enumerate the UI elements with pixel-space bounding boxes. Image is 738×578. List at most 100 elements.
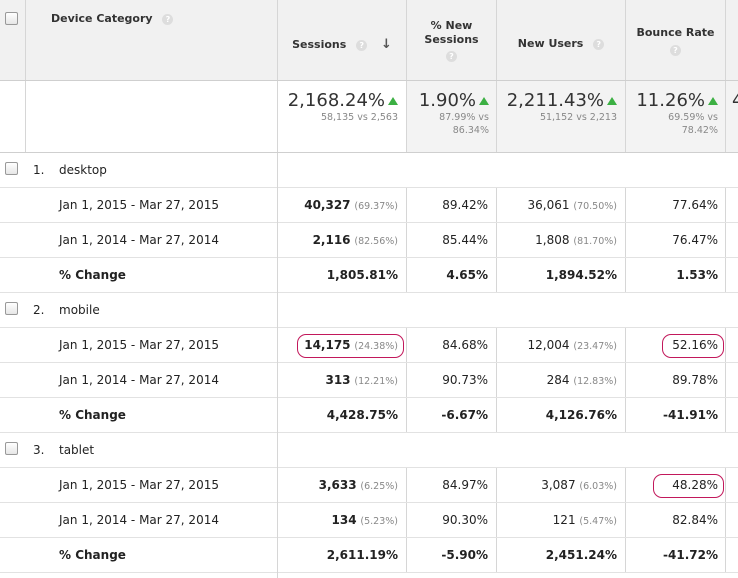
summary-new-users: 2,211.43% 51,152 vs 2,213: [497, 90, 617, 124]
pct-new-sessions-cell: -5.90%: [441, 548, 488, 562]
row-checkbox[interactable]: [5, 302, 18, 315]
summary-sessions: 2,168.24% 58,135 vs 2,563: [278, 90, 398, 124]
up-arrow-icon: [479, 97, 489, 105]
new-users-value: 1,808: [535, 233, 570, 247]
column-divider: [496, 0, 497, 153]
sessions-share: (69.37%): [354, 201, 398, 212]
column-divider: [625, 188, 626, 223]
row-label: % Change: [59, 548, 126, 562]
summary-pct-new-sessions-detail2: 86.34%: [452, 125, 489, 136]
header-new-users[interactable]: New Users ?: [497, 37, 625, 50]
help-icon[interactable]: ?: [356, 40, 368, 51]
group-index: 2.: [33, 303, 45, 317]
header-device-category[interactable]: Device Category ?: [51, 12, 174, 25]
group-name-link[interactable]: mobile: [59, 303, 100, 317]
row-divider: [0, 502, 738, 503]
up-arrow-icon: [388, 97, 398, 105]
row-divider: [0, 432, 738, 433]
help-icon[interactable]: ?: [162, 14, 174, 25]
new-users-share: (70.50%): [573, 201, 617, 212]
summary-bounce-rate: 11.26% 69.59% vs 78.42%: [626, 90, 718, 137]
summary-new-users-value: 2,211.43%: [506, 90, 604, 111]
bounce-rate-cell: 77.64%: [672, 198, 718, 212]
header-device-category-label: Device Category: [51, 12, 153, 25]
row-label: Jan 1, 2014 - Mar 27, 2014: [59, 373, 219, 387]
help-icon[interactable]: ?: [670, 45, 681, 56]
column-divider: [725, 398, 726, 433]
bounce-rate-cell: 82.84%: [672, 513, 718, 527]
sessions-share: (82.56%): [354, 236, 398, 247]
sessions-value: 3,633: [318, 478, 357, 492]
header-new-users-label: New Users: [517, 37, 584, 50]
bounce-rate-cell: 89.78%: [672, 373, 718, 387]
column-divider: [406, 328, 407, 363]
sessions-value: 2,116: [312, 233, 351, 247]
new-users-cell: 121 (5.47%): [553, 513, 617, 527]
new-users-cell: 12,004 (23.47%): [528, 338, 617, 352]
summary-pct-new-sessions: 1.90% 87.99% vs 86.34%: [407, 90, 489, 137]
highlight-circle: [297, 334, 404, 358]
help-icon[interactable]: ?: [446, 51, 457, 62]
row-divider: [0, 362, 738, 363]
new-users-cell: 4,126.76%: [546, 408, 617, 422]
group-name-link[interactable]: desktop: [59, 163, 107, 177]
sessions-cell: 2,611.19%: [327, 548, 398, 562]
column-divider: [406, 0, 407, 153]
row-divider: [0, 292, 738, 293]
sessions-cell: 134 (5.23%): [332, 513, 398, 527]
summary-sessions-detail: 58,135 vs 2,563: [320, 112, 398, 123]
row-checkbox[interactable]: [5, 162, 18, 175]
pct-new-sessions-cell: 4.65%: [446, 268, 488, 282]
header-pct-new-sessions-line2: Sessions: [424, 33, 479, 46]
pct-new-sessions-cell: 90.30%: [442, 513, 488, 527]
row-label: % Change: [59, 268, 126, 282]
sessions-value: 14,175: [304, 338, 351, 352]
new-users-cell: 1,894.52%: [546, 268, 617, 282]
new-users-value: 2,451.24%: [545, 548, 617, 562]
up-arrow-icon: [708, 97, 718, 105]
column-divider: [406, 503, 407, 538]
new-users-value: 121: [552, 513, 576, 527]
new-users-value: 4,126.76%: [545, 408, 617, 422]
sort-descending-icon[interactable]: ↓: [380, 37, 392, 52]
header-pct-new-sessions[interactable]: % New Sessions ?: [407, 19, 496, 63]
help-icon[interactable]: ?: [593, 39, 605, 50]
new-users-share: (12.83%): [573, 376, 617, 387]
highlight-circle: [662, 334, 724, 358]
header-sessions[interactable]: Sessions ? ↓: [278, 37, 406, 52]
new-users-cell: 284 (12.83%): [547, 373, 617, 387]
column-divider: [496, 503, 497, 538]
row-checkbox[interactable]: [5, 442, 18, 455]
bounce-rate-cell: -41.72%: [663, 548, 718, 562]
summary-next-column-partial: 4: [732, 90, 738, 111]
column-divider: [496, 258, 497, 293]
column-divider: [496, 363, 497, 398]
sessions-value: 1,805.81%: [326, 268, 398, 282]
row-divider: [0, 467, 738, 468]
new-users-share: (23.47%): [573, 341, 617, 352]
column-divider: [725, 0, 726, 153]
sessions-cell: 3,633 (6.25%): [319, 478, 398, 492]
table-header: [0, 0, 738, 80]
column-divider: [625, 398, 626, 433]
column-divider: [725, 503, 726, 538]
header-bounce-rate[interactable]: Bounce Rate ?: [626, 26, 725, 57]
header-pct-new-sessions-line1: % New: [430, 19, 473, 32]
row-divider: [0, 187, 738, 188]
header-divider: [0, 80, 738, 81]
summary-divider: [0, 152, 738, 153]
bounce-rate-cell: 1.53%: [676, 268, 718, 282]
column-divider: [725, 468, 726, 503]
select-all-checkbox[interactable]: [5, 12, 18, 25]
bounce-rate-cell: -41.91%: [663, 408, 718, 422]
column-divider: [725, 363, 726, 398]
sessions-value: 2,611.19%: [326, 548, 398, 562]
pct-new-sessions-cell: 90.73%: [442, 373, 488, 387]
summary-band: [406, 80, 738, 153]
row-label: Jan 1, 2015 - Mar 27, 2015: [59, 198, 219, 212]
column-divider: [725, 538, 726, 573]
column-divider: [725, 258, 726, 293]
bounce-rate-cell: 48.28%: [672, 478, 718, 492]
summary-pct-new-sessions-value: 1.90%: [418, 90, 476, 111]
group-name-link[interactable]: tablet: [59, 443, 95, 457]
